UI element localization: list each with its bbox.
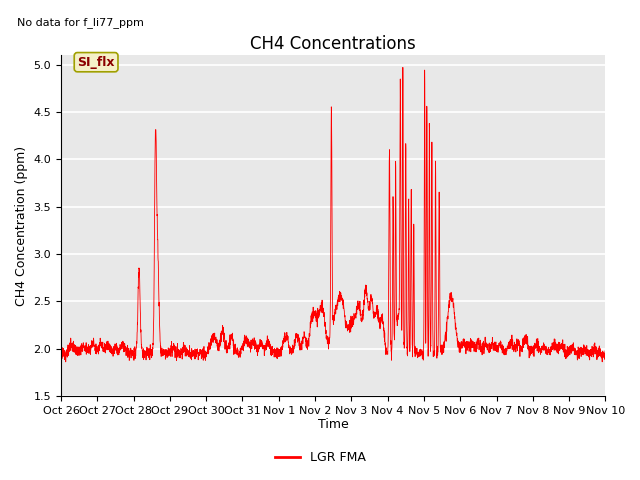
Legend: LGR FMA: LGR FMA xyxy=(269,446,371,469)
Text: No data for f_li77_ppm: No data for f_li77_ppm xyxy=(17,17,145,28)
Y-axis label: CH4 Concentration (ppm): CH4 Concentration (ppm) xyxy=(15,145,28,306)
X-axis label: Time: Time xyxy=(318,419,349,432)
Text: SI_flx: SI_flx xyxy=(77,56,115,69)
Title: CH4 Concentrations: CH4 Concentrations xyxy=(250,35,416,52)
